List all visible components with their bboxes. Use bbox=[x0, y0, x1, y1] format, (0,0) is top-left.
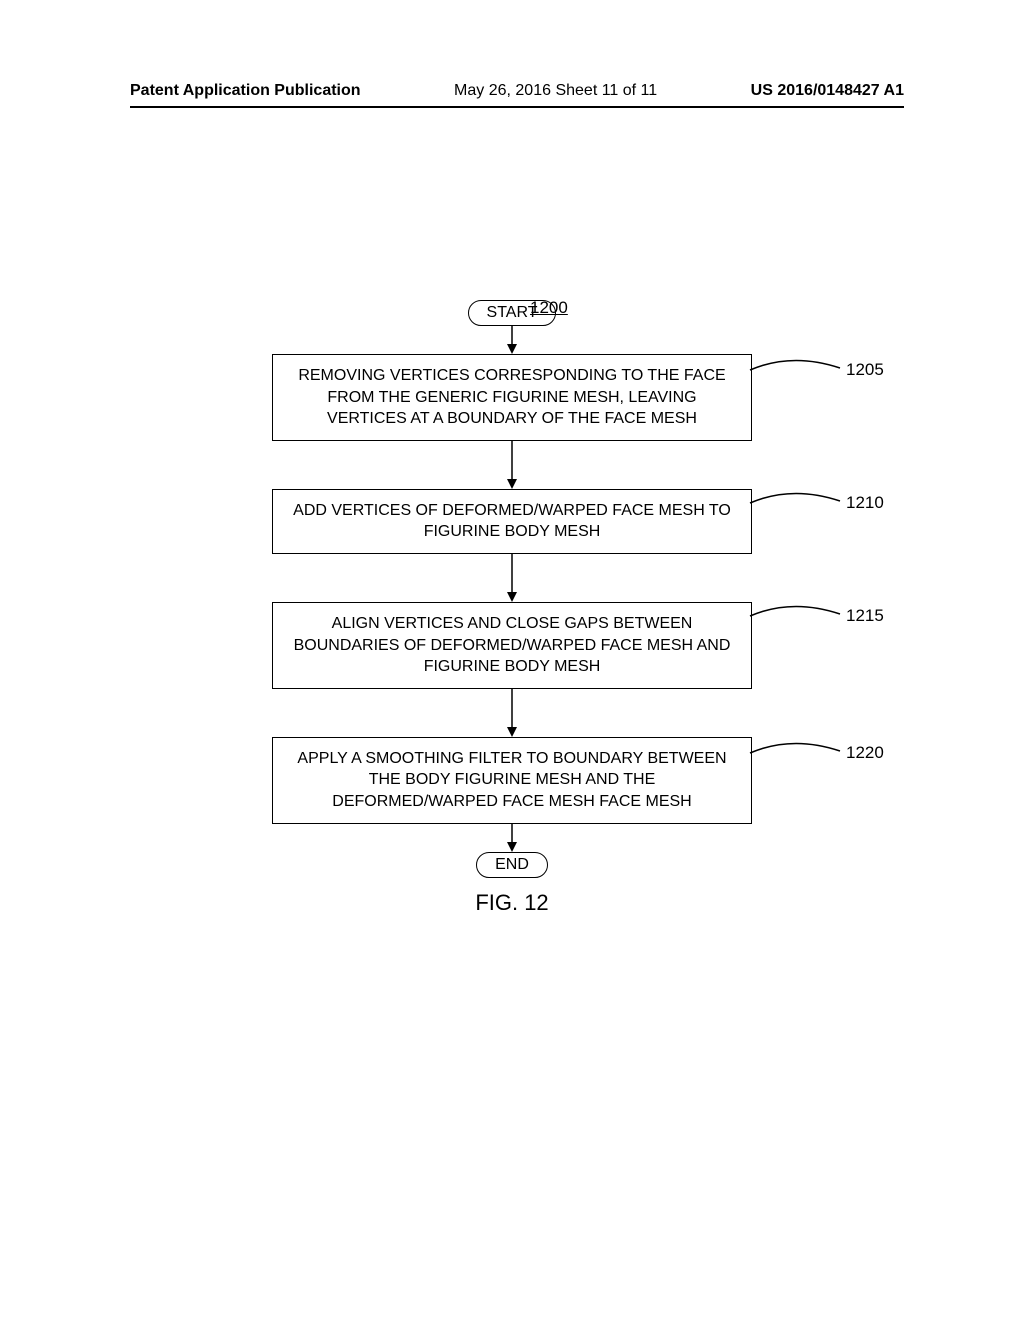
process-step: REMOVING VERTICES CORRESPONDING TO THE F… bbox=[272, 354, 752, 441]
process-box: REMOVING VERTICES CORRESPONDING TO THE F… bbox=[272, 354, 752, 441]
step-ref-wrap: 1220 bbox=[752, 737, 892, 777]
header-rule bbox=[130, 106, 904, 108]
arrow-connector bbox=[502, 554, 522, 602]
step-number: 1215 bbox=[846, 606, 884, 626]
arrow-connector bbox=[502, 824, 522, 852]
step-number: 1210 bbox=[846, 493, 884, 513]
step-ref-wrap: 1205 bbox=[752, 354, 892, 394]
process-box: APPLY A SMOOTHING FILTER TO BOUNDARY BET… bbox=[272, 737, 752, 824]
header-left: Patent Application Publication bbox=[130, 82, 361, 100]
arrow-wrap bbox=[272, 441, 752, 489]
header-line: Patent Application Publication May 26, 2… bbox=[130, 82, 904, 100]
arrow-wrap bbox=[272, 554, 752, 602]
process-box: ALIGN VERTICES AND CLOSE GAPS BETWEEN BO… bbox=[272, 602, 752, 689]
process-box: ADD VERTICES OF DEFORMED/WARPED FACE MES… bbox=[272, 489, 752, 554]
step-number: 1205 bbox=[846, 360, 884, 380]
header-right: US 2016/0148427 A1 bbox=[751, 82, 904, 100]
step-ref-wrap: 1215 bbox=[752, 602, 892, 642]
end-terminal: END bbox=[476, 852, 548, 878]
flowchart: 1200 START REMOVING VERTICES CORRESPONDI… bbox=[0, 300, 1024, 916]
page-header: Patent Application Publication May 26, 2… bbox=[0, 82, 1024, 108]
flowchart-reference: 1200 bbox=[530, 298, 568, 318]
step-number: 1220 bbox=[846, 743, 884, 763]
steps-container: REMOVING VERTICES CORRESPONDING TO THE F… bbox=[272, 354, 752, 852]
arrow-connector bbox=[502, 441, 522, 489]
figure-label: FIG. 12 bbox=[475, 890, 548, 916]
process-step: ADD VERTICES OF DEFORMED/WARPED FACE MES… bbox=[272, 489, 752, 554]
arrow-wrap bbox=[272, 689, 752, 737]
process-step: ALIGN VERTICES AND CLOSE GAPS BETWEEN BO… bbox=[272, 602, 752, 689]
step-ref-wrap: 1210 bbox=[752, 489, 892, 529]
arrow-start-to-1 bbox=[502, 326, 522, 354]
arrow-wrap bbox=[272, 824, 752, 852]
process-step: APPLY A SMOOTHING FILTER TO BOUNDARY BET… bbox=[272, 737, 752, 824]
header-center: May 26, 2016 Sheet 11 of 11 bbox=[454, 82, 657, 100]
arrow-connector bbox=[502, 689, 522, 737]
